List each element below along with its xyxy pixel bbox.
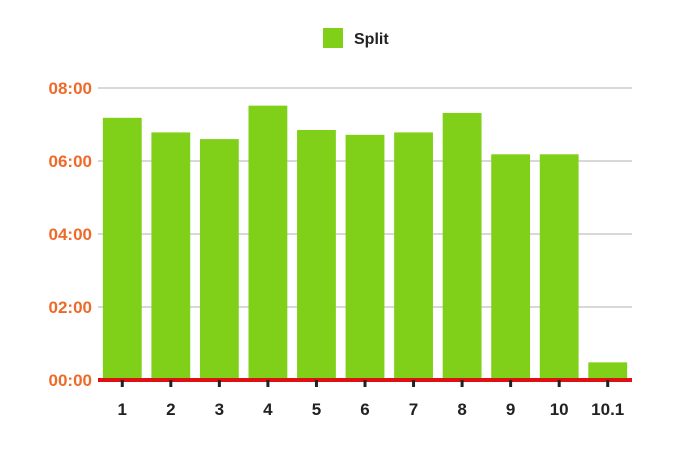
bar[interactable] — [442, 112, 482, 381]
bar[interactable] — [588, 362, 628, 380]
y-tick-label: 00:00 — [49, 371, 92, 390]
x-tick-label: 5 — [312, 400, 321, 419]
bar[interactable] — [102, 117, 142, 380]
bar[interactable] — [345, 134, 385, 380]
bar[interactable] — [297, 129, 336, 380]
bar[interactable] — [248, 105, 288, 381]
x-tick-label: 10 — [550, 400, 569, 419]
bars — [102, 105, 628, 381]
y-axis-ticks: 00:00 02:00 04:00 06:00 08:00 — [49, 79, 92, 390]
x-tick-label: 3 — [215, 400, 224, 419]
y-tick-label: 08:00 — [49, 79, 92, 98]
x-tick-label: 9 — [506, 400, 515, 419]
legend-swatch — [323, 28, 343, 48]
legend-label: Split — [354, 31, 389, 48]
x-axis-ticks: 1 2 3 4 5 6 7 8 9 10 10.1 — [118, 380, 624, 419]
bar[interactable] — [539, 154, 579, 380]
x-tick-label: 6 — [360, 400, 369, 419]
bar[interactable] — [491, 154, 531, 380]
y-tick-label: 04:00 — [49, 225, 92, 244]
legend[interactable]: Split — [323, 28, 389, 48]
x-tick-label: 4 — [263, 400, 273, 419]
x-tick-label: 1 — [118, 400, 127, 419]
bar[interactable] — [151, 132, 191, 380]
bar[interactable] — [199, 139, 239, 380]
x-tick-label: 7 — [409, 400, 418, 419]
x-tick-label: 8 — [457, 400, 466, 419]
y-tick-label: 02:00 — [49, 298, 92, 317]
y-tick-label: 06:00 — [49, 152, 92, 171]
x-tick-label: 10.1 — [591, 400, 624, 419]
x-tick-label: 2 — [166, 400, 175, 419]
bar[interactable] — [394, 132, 433, 380]
